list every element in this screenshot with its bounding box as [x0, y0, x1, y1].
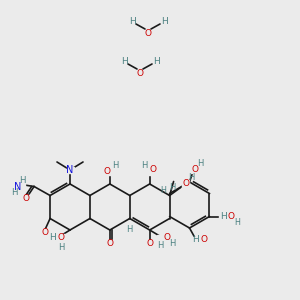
Text: O: O	[106, 238, 113, 247]
Text: H: H	[197, 160, 204, 169]
Text: H: H	[58, 242, 64, 251]
Bar	[157, 235, 171, 242]
Text: N: N	[14, 182, 22, 191]
Text: H: H	[121, 56, 128, 65]
Text: H: H	[153, 56, 159, 65]
Text: H: H	[158, 241, 164, 250]
Bar	[105, 239, 114, 247]
Bar	[126, 226, 133, 232]
Text: H: H	[129, 16, 135, 26]
Text: H: H	[160, 16, 167, 26]
Text: O: O	[136, 68, 143, 77]
Text: H: H	[169, 183, 176, 192]
Text: O: O	[182, 179, 189, 188]
Text: H: H	[220, 212, 227, 221]
Bar	[102, 167, 118, 175]
Bar	[145, 239, 154, 247]
Bar	[191, 166, 198, 172]
Bar	[67, 167, 73, 173]
Text: O: O	[58, 233, 64, 242]
Text: H: H	[19, 176, 25, 185]
Bar	[9, 178, 25, 191]
Text: H: H	[127, 225, 133, 234]
Text: O: O	[42, 228, 49, 237]
Text: H: H	[169, 238, 176, 247]
Text: H: H	[11, 188, 17, 197]
Text: H: H	[161, 186, 167, 195]
Text: H: H	[188, 173, 195, 182]
Bar	[182, 180, 189, 187]
Text: H: H	[235, 218, 240, 227]
Text: O: O	[145, 28, 152, 38]
Bar	[193, 236, 206, 244]
Text: H: H	[49, 233, 56, 242]
Text: N: N	[66, 165, 74, 175]
Text: H: H	[192, 236, 199, 244]
Text: O: O	[22, 194, 30, 203]
Text: O: O	[163, 233, 170, 242]
Text: O: O	[228, 212, 235, 221]
Bar	[47, 234, 65, 242]
Text: O: O	[200, 236, 207, 244]
Text: O: O	[146, 238, 153, 247]
Bar	[219, 212, 236, 220]
Text: H: H	[142, 161, 148, 170]
Text: H: H	[112, 161, 118, 170]
Text: O: O	[103, 167, 110, 176]
Bar	[40, 229, 50, 236]
Bar	[142, 167, 158, 175]
Text: O: O	[191, 164, 198, 173]
Text: O: O	[149, 166, 156, 175]
Bar	[22, 195, 31, 202]
